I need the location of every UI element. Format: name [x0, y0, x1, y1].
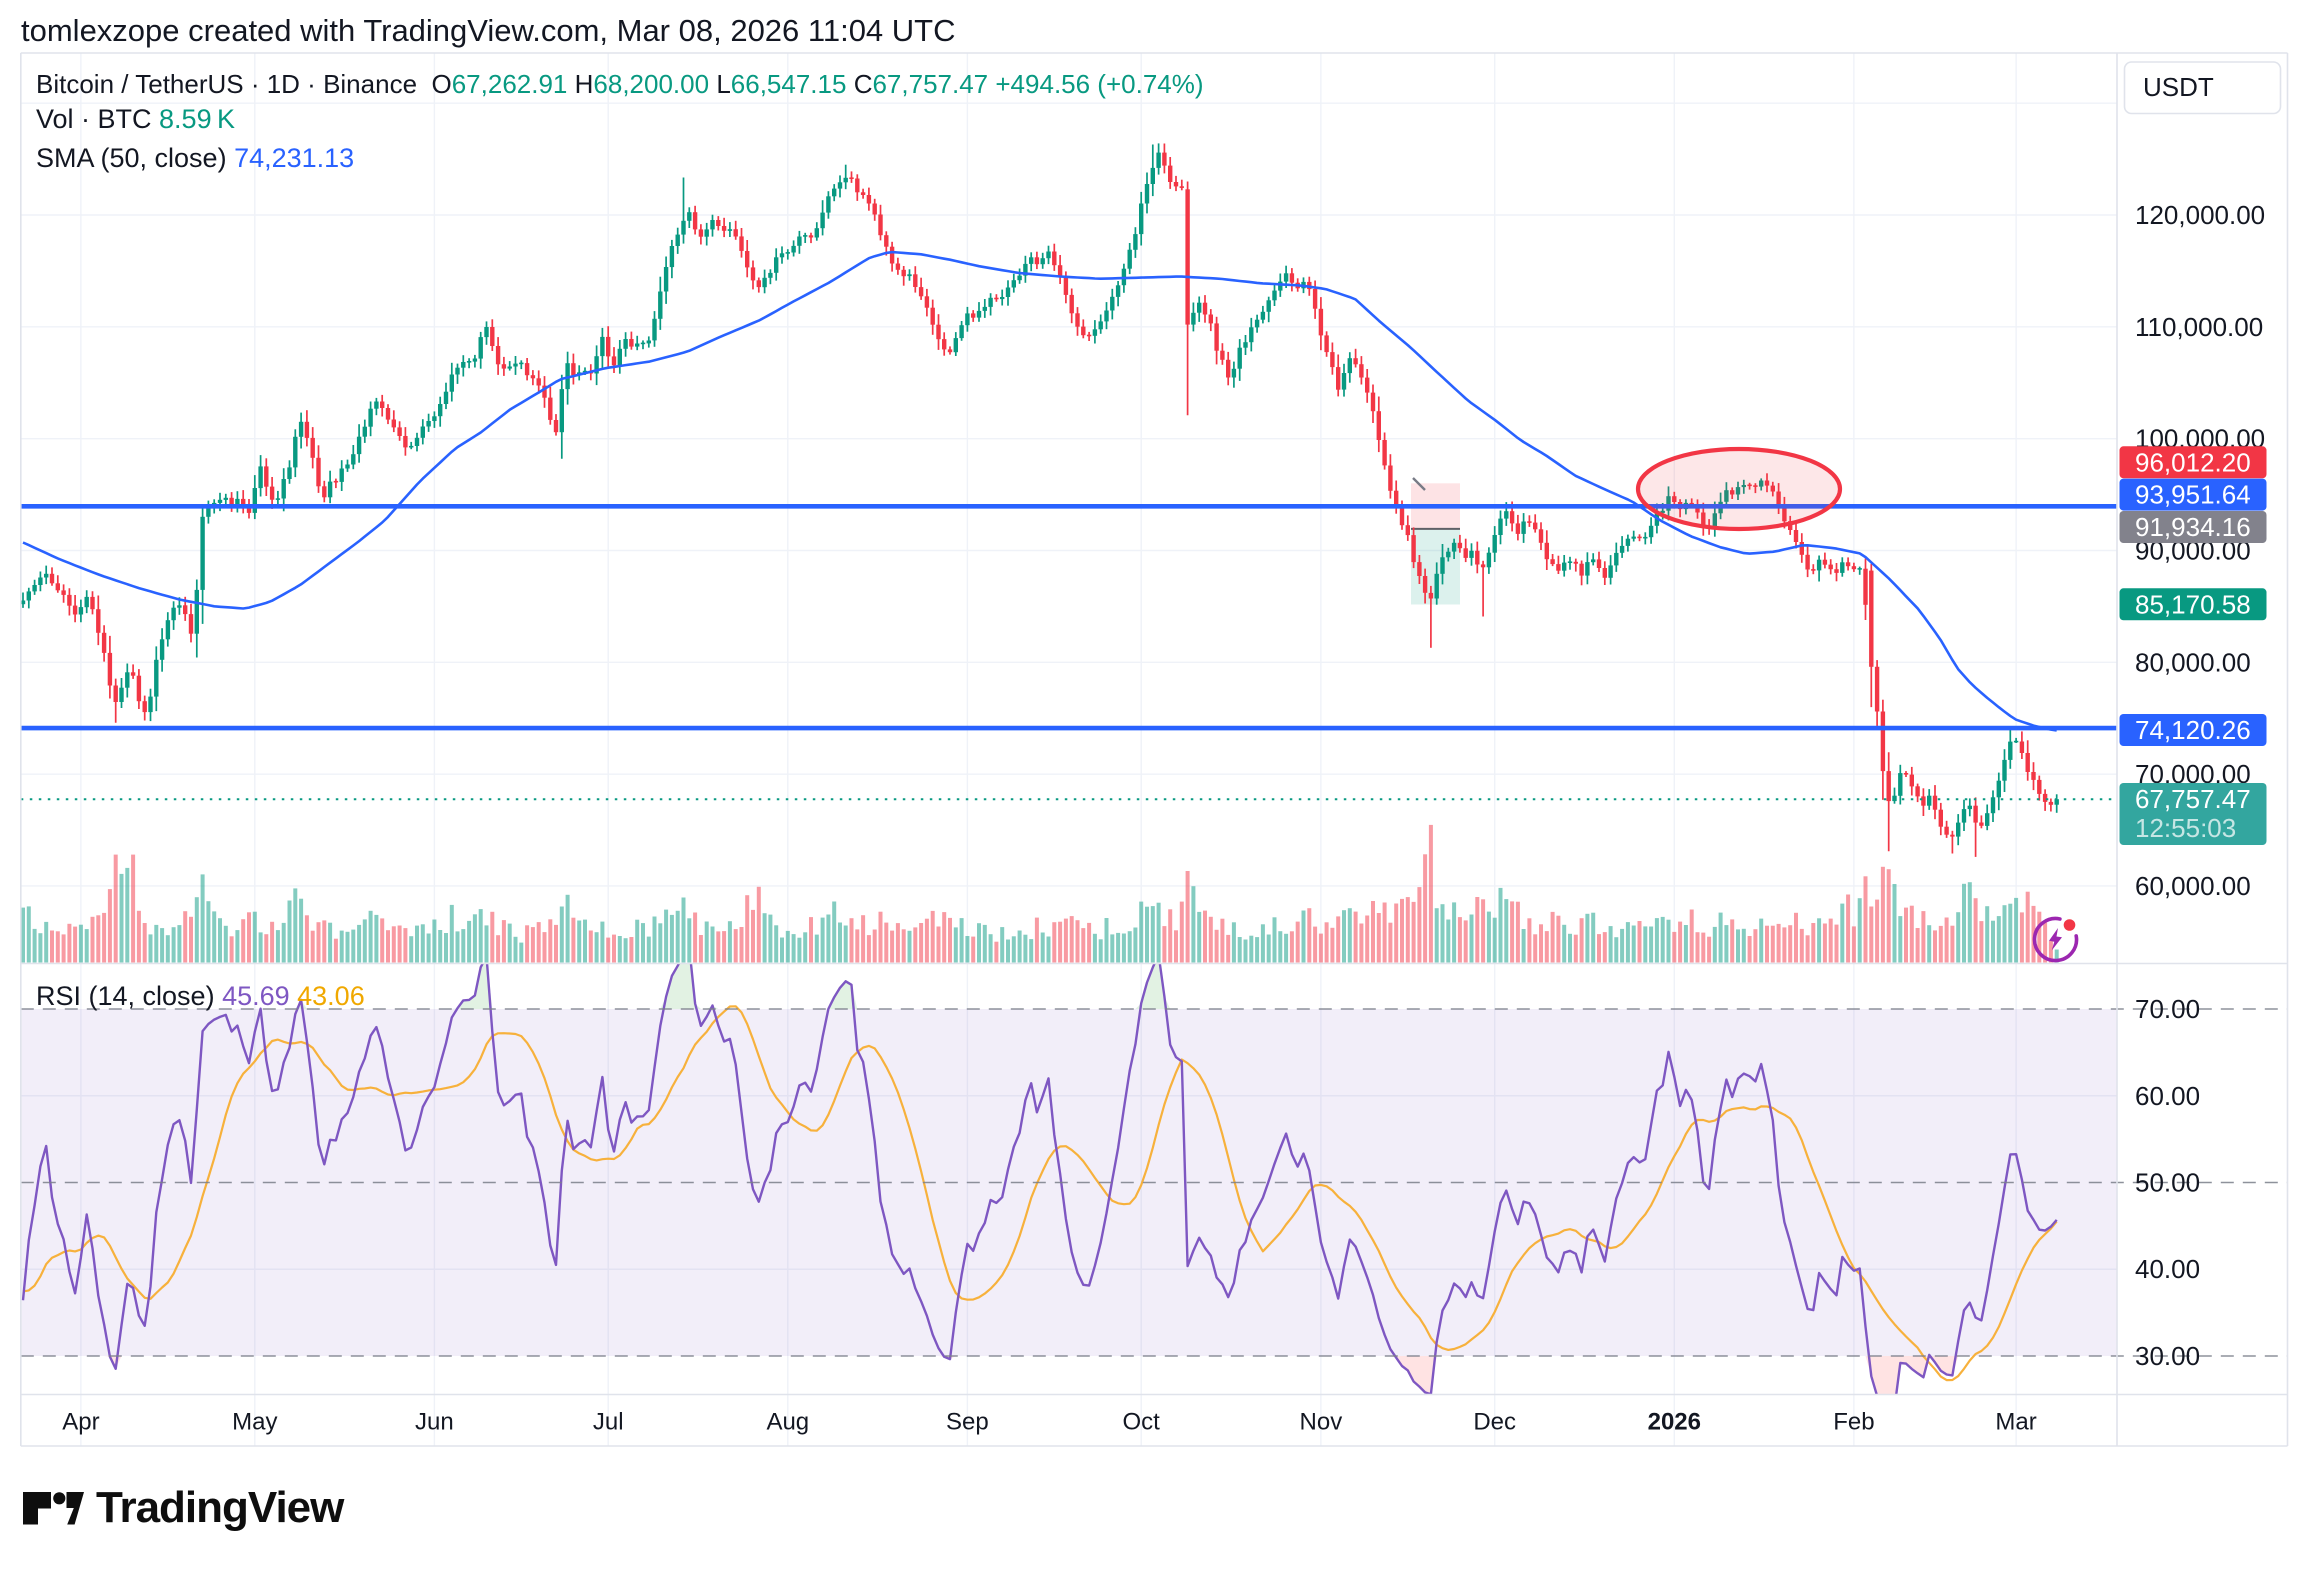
svg-text:12:55:03: 12:55:03 [2135, 813, 2236, 843]
svg-text:110,000.00: 110,000.00 [2135, 312, 2263, 342]
svg-text:Sep: Sep [946, 1409, 989, 1436]
svg-text:93,951.64: 93,951.64 [2135, 480, 2251, 510]
svg-text:74,120.26: 74,120.26 [2135, 715, 2251, 745]
svg-text:50.00: 50.00 [2135, 1168, 2200, 1198]
svg-text:2026: 2026 [1648, 1409, 1701, 1436]
svg-text:91,934.16: 91,934.16 [2135, 512, 2251, 542]
svg-text:Mar: Mar [1995, 1409, 2036, 1436]
svg-text:TradingView: TradingView [96, 1483, 345, 1532]
svg-text:Jul: Jul [593, 1409, 624, 1436]
svg-text:Oct: Oct [1123, 1409, 1161, 1436]
svg-text:40.00: 40.00 [2135, 1254, 2200, 1284]
svg-text:SMA (50, close) 74,231.13: SMA (50, close) 74,231.13 [36, 143, 354, 173]
svg-text:Vol · BTC 8.59 K: Vol · BTC 8.59 K [36, 104, 235, 134]
svg-text:USDT: USDT [2143, 72, 2214, 102]
svg-text:Apr: Apr [62, 1409, 99, 1436]
svg-text:Nov: Nov [1300, 1409, 1343, 1436]
svg-text:Bitcoin / TetherUS · 1D · Bina: Bitcoin / TetherUS · 1D · Binance O67,26… [36, 69, 1204, 99]
svg-text:30.00: 30.00 [2135, 1341, 2200, 1371]
svg-text:67,757.47: 67,757.47 [2135, 784, 2251, 814]
svg-text:85,170.58: 85,170.58 [2135, 589, 2251, 619]
svg-text:tomlexzope created with Tradin: tomlexzope created with TradingView.com,… [21, 13, 956, 48]
svg-text:80,000.00: 80,000.00 [2135, 647, 2251, 677]
svg-text:60,000.00: 60,000.00 [2135, 871, 2251, 901]
svg-text:120,000.00: 120,000.00 [2135, 200, 2265, 230]
svg-text:70.00: 70.00 [2135, 994, 2200, 1024]
svg-text:May: May [232, 1409, 277, 1436]
svg-text:Jun: Jun [415, 1409, 454, 1436]
svg-text:96,012.20: 96,012.20 [2135, 447, 2251, 477]
svg-text:60.00: 60.00 [2135, 1081, 2200, 1111]
svg-text:RSI (14, close) 45.69 43.06: RSI (14, close) 45.69 43.06 [36, 981, 365, 1011]
svg-text:Feb: Feb [1833, 1409, 1874, 1436]
svg-text:Dec: Dec [1473, 1409, 1516, 1436]
svg-text:Aug: Aug [766, 1409, 809, 1436]
